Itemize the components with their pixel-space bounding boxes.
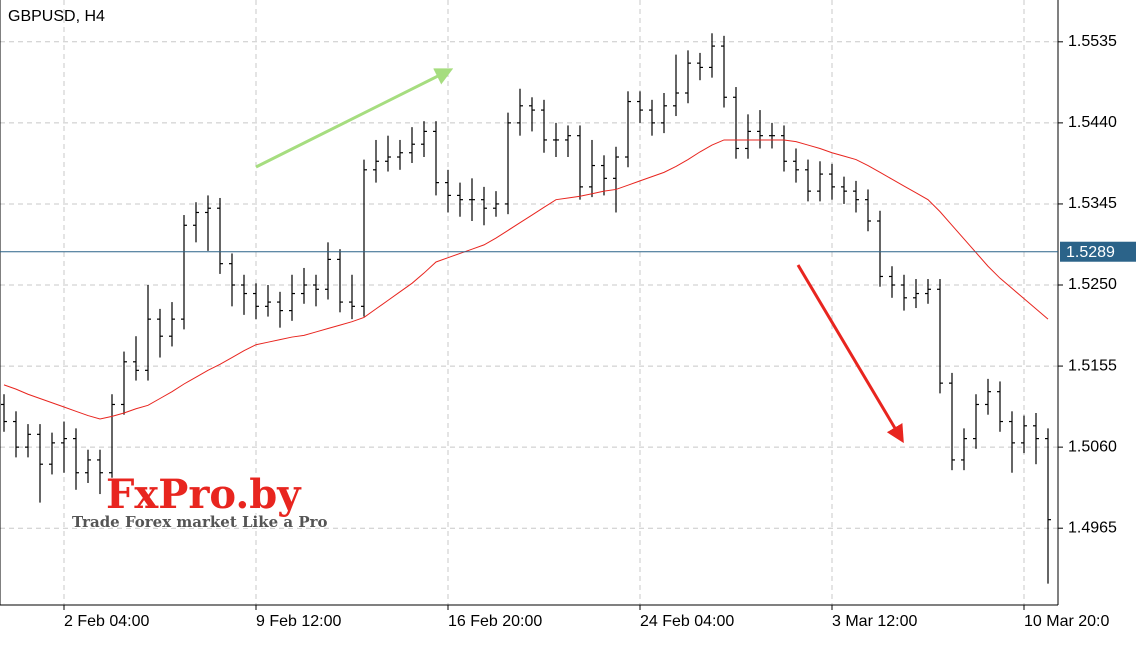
current-price-label: 1.5289 xyxy=(1066,244,1115,261)
marks-layer xyxy=(1,33,1051,584)
x-tick-label: 9 Feb 12:00 xyxy=(256,613,342,630)
chart-title: GBPUSD, H4 xyxy=(8,8,105,25)
x-tick-label: 10 Mar 20:0 xyxy=(1024,613,1109,630)
watermark-name: FxPro.by xyxy=(106,471,302,518)
x-tick-label: 3 Mar 12:00 xyxy=(832,613,917,630)
y-tick-label: 1.5440 xyxy=(1068,114,1117,131)
x-tick-label: 2 Feb 04:00 xyxy=(64,613,150,630)
x-tick-label: 16 Feb 20:00 xyxy=(448,613,542,630)
y-tick-label: 1.5060 xyxy=(1068,438,1117,455)
current-price-box xyxy=(1060,241,1136,262)
moving-average xyxy=(3,139,1049,420)
watermark-slogan: Trade Forex market Like a Pro xyxy=(72,513,328,531)
trend-arrow-down xyxy=(796,264,904,444)
y-tick-label: 1.5250 xyxy=(1068,276,1117,293)
x-tick-label: 24 Feb 04:00 xyxy=(640,613,734,630)
y-tick-label: 1.5345 xyxy=(1068,195,1117,212)
trend-arrow-up xyxy=(255,68,454,169)
y-tick-label: 1.4965 xyxy=(1068,519,1117,536)
y-tick-label: 1.5535 xyxy=(1068,33,1117,50)
y-tick-label: 1.5155 xyxy=(1068,357,1117,374)
